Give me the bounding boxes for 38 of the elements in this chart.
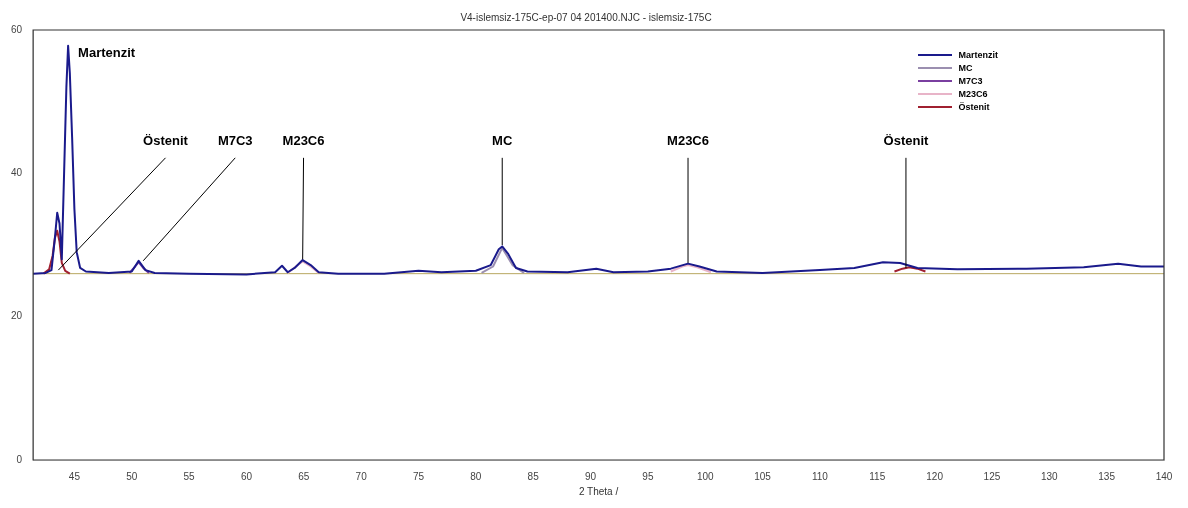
y-tick-label: 20 <box>11 310 23 322</box>
x-tick-label: 85 <box>527 470 540 482</box>
x-tick-label: 125 <box>983 470 1001 482</box>
annotation: Östenit <box>883 132 929 148</box>
x-tick-label: 140 <box>1155 470 1173 482</box>
x-tick-label: 110 <box>811 470 829 482</box>
legend-label: MC <box>958 62 973 73</box>
x-tick-label: 105 <box>754 470 772 482</box>
annotation: Östenit <box>143 132 189 148</box>
y-tick-label: 0 <box>16 453 23 465</box>
x-tick-label: 100 <box>696 470 715 482</box>
annotation: M23C6 <box>282 132 325 148</box>
annotation: M7C3 <box>217 132 253 148</box>
legend-label: M23C6 <box>958 88 988 99</box>
x-tick-label: 50 <box>126 470 138 482</box>
chart-title: V4-islemsiz-175C-ep-07 04 201400.NJC - islemsiz-175C <box>460 11 712 23</box>
x-tick-label: 65 <box>298 470 310 482</box>
x-tick-label: 95 <box>642 470 654 482</box>
x-tick-label: 70 <box>355 470 368 482</box>
x-tick-label: 75 <box>412 470 425 482</box>
x-tick-label: 135 <box>1098 470 1116 482</box>
legend-label: Östenit <box>958 101 990 112</box>
y-tick-label: 60 <box>11 23 23 35</box>
annotation: Martenzit <box>78 44 136 60</box>
legend-label: M7C3 <box>958 75 983 86</box>
annotation: M23C6 <box>667 132 709 148</box>
y-tick-label: 40 <box>11 167 23 179</box>
x-tick-label: 55 <box>183 470 196 482</box>
x-tick-label: 90 <box>584 470 597 482</box>
x-tick-label: 115 <box>869 470 886 482</box>
legend-label: Martenzit <box>958 49 998 60</box>
x-tick-label: 60 <box>240 470 253 482</box>
x-tick-label: 80 <box>470 470 482 482</box>
x-tick-label: 120 <box>926 470 944 482</box>
x-axis-title: 2 Theta / <box>578 485 619 497</box>
annotation: MC <box>492 132 513 148</box>
x-tick-label: 130 <box>1040 470 1059 482</box>
x-tick-label: 45 <box>68 470 81 482</box>
